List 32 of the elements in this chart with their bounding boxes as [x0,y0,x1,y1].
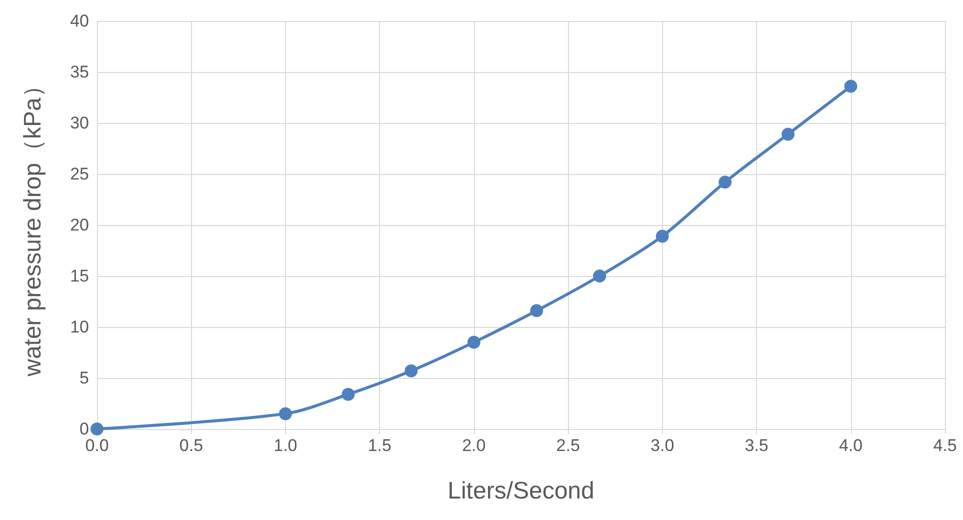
point [593,270,606,282]
y-tick-label: 15 [70,266,89,286]
y-tick-label: 0 [80,420,89,438]
y-tick-label: 30 [70,114,89,132]
y-axis-title: water pressure drop（kPa） [20,74,46,378]
x-tick-label: 4.0 [838,436,863,455]
point [467,336,480,349]
x-axis-title: Liters/Second [448,478,594,504]
point [656,230,669,243]
x-tick-label: 0.5 [179,436,204,455]
point [718,176,732,189]
y-tick-label: 40 [70,12,89,30]
y-tick-label: 35 [70,62,89,82]
x-tick-label: 2.5 [556,436,580,455]
x-tick-label: 4.5 [933,436,957,455]
point [342,388,355,401]
point [404,364,418,378]
y-tick-label: 25 [70,164,89,184]
point [530,304,544,318]
x-tick-label: 3.0 [650,436,674,455]
point [90,422,104,436]
point [782,128,795,141]
y-tick-label: 10 [70,318,89,336]
x-tick-label: 1.5 [368,436,392,455]
y-tick-label: 5 [80,368,89,388]
x-tick-label: 2.0 [462,436,486,455]
y-tick-label: 20 [70,216,89,234]
x-tick-label: 1.0 [274,436,298,455]
x-tick-label: 3.5 [744,436,768,455]
point [278,407,292,420]
point [844,80,858,93]
x-tick-label: 0.0 [85,436,109,455]
